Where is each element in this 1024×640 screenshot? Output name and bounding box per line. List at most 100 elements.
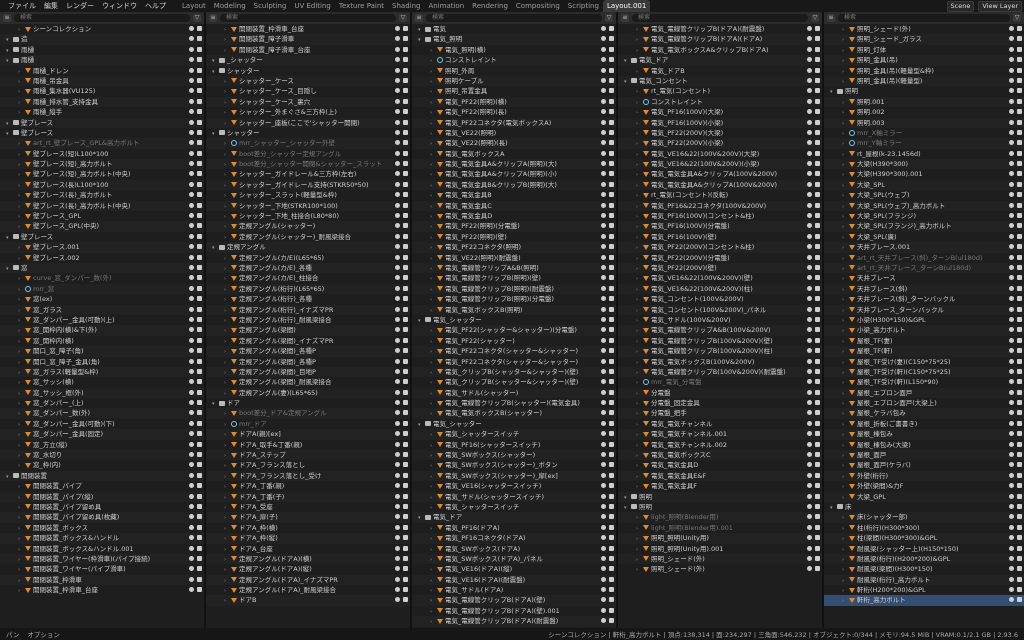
camera-icon[interactable] [403, 77, 408, 83]
camera-icon[interactable] [609, 431, 614, 437]
eye-icon[interactable] [395, 545, 400, 551]
expand-arrow-icon[interactable]: › [430, 286, 432, 293]
camera-icon[interactable] [403, 67, 408, 73]
camera-icon[interactable] [403, 129, 408, 135]
camera-icon[interactable] [403, 213, 408, 219]
outliner-item[interactable]: › 電気_サドル(100V&200V) [618, 315, 822, 325]
eye-icon[interactable] [189, 57, 194, 63]
camera-icon[interactable] [197, 441, 202, 447]
eye-icon[interactable] [807, 389, 812, 395]
camera-icon[interactable] [815, 545, 820, 551]
expand-arrow-icon[interactable]: › [224, 265, 226, 272]
outliner-item[interactable]: › rt_屋根(k-23.1456d) [824, 149, 1024, 159]
tab-shading[interactable]: Shading [392, 2, 421, 10]
outliner-item[interactable]: › 雨樋_集水器(VU125) [0, 86, 204, 96]
camera-icon[interactable] [403, 337, 408, 343]
eye-icon[interactable] [601, 46, 606, 52]
expand-arrow-icon[interactable]: › [224, 214, 226, 221]
eye-icon[interactable] [395, 88, 400, 94]
camera-icon[interactable] [403, 576, 408, 582]
eye-icon[interactable] [807, 306, 812, 312]
outliner-item[interactable]: › 電気_PF22(照明)(壁) [412, 232, 616, 242]
eye-icon[interactable] [395, 129, 400, 135]
camera-icon[interactable] [815, 129, 820, 135]
eye-icon[interactable] [1009, 88, 1014, 94]
camera-icon[interactable] [197, 296, 202, 302]
outliner-item[interactable]: › シャッター_座板(ここで'シャッター開閉) [206, 117, 410, 128]
expand-arrow-icon[interactable]: ▾ [624, 504, 627, 511]
eye-icon[interactable] [189, 379, 194, 385]
camera-icon[interactable] [815, 400, 820, 406]
outliner-item[interactable]: › 電気_SWボックス(シャッター)_ボタン [412, 460, 616, 470]
outliner-item[interactable]: › 電気_電線管クリップB(ドアA)(耐震盤) [618, 24, 822, 34]
camera-icon[interactable] [1017, 233, 1022, 239]
expand-arrow-icon[interactable]: › [18, 401, 20, 408]
expand-arrow-icon[interactable]: › [224, 255, 226, 262]
eye-icon[interactable] [395, 462, 400, 468]
camera-icon[interactable] [403, 244, 408, 250]
camera-icon[interactable] [815, 472, 820, 478]
outliner-item[interactable]: › 電気_SWボックス(シャッター)_扉[ex] [412, 470, 616, 482]
expand-arrow-icon[interactable]: › [636, 245, 638, 252]
camera-icon[interactable] [609, 472, 614, 478]
eye-icon[interactable] [601, 452, 606, 458]
camera-icon[interactable] [609, 566, 614, 572]
eye-icon[interactable] [807, 441, 812, 447]
eye-icon[interactable] [601, 389, 606, 395]
eye-icon[interactable] [395, 566, 400, 572]
camera-icon[interactable] [1017, 379, 1022, 385]
camera-icon[interactable] [815, 431, 820, 437]
eye-icon[interactable] [1009, 379, 1014, 385]
outliner-item[interactable]: › ドアA_ステップ [206, 450, 410, 461]
camera-icon[interactable] [815, 462, 820, 468]
expand-arrow-icon[interactable]: › [18, 577, 20, 584]
eye-icon[interactable] [807, 67, 812, 73]
outliner-item[interactable]: › 開閉装置_パイプ留め具 [0, 502, 204, 512]
outliner-item[interactable]: › 窓_ダンパー_(上) [0, 398, 204, 408]
camera-icon[interactable] [197, 57, 202, 63]
camera-icon[interactable] [609, 119, 614, 125]
camera-icon[interactable] [609, 150, 614, 156]
outliner-item[interactable]: › 定規アングル(梁間) [206, 325, 410, 336]
expand-arrow-icon[interactable]: › [430, 473, 432, 480]
outliner-item[interactable]: › 電気_電気チャンネル [618, 419, 822, 429]
eye-icon[interactable] [807, 327, 812, 333]
eye-icon[interactable] [807, 420, 812, 426]
camera-icon[interactable] [1017, 140, 1022, 146]
outliner-item[interactable]: › 照明_照明(Unity用).001 [618, 544, 822, 554]
eye-icon[interactable] [1009, 77, 1014, 83]
expand-arrow-icon[interactable]: › [18, 359, 20, 366]
outliner-item[interactable]: › curve_窓_ダンパー_数(外) [0, 273, 204, 283]
camera-icon[interactable] [609, 368, 614, 374]
outliner-item[interactable]: › 照明_灯体 [824, 45, 1024, 55]
outliner-item[interactable]: › 照明ケーブル [412, 75, 616, 87]
expand-arrow-icon[interactable]: › [842, 453, 844, 460]
camera-icon[interactable] [815, 171, 820, 177]
outliner-item[interactable]: › 電気_PF22コネクタ(電気ボックスA) [412, 117, 616, 128]
camera-icon[interactable] [403, 327, 408, 333]
eye-icon[interactable] [601, 296, 606, 302]
expand-arrow-icon[interactable]: › [224, 484, 226, 491]
eye-icon[interactable] [807, 140, 812, 146]
outliner-item[interactable]: › 電気_PF22(200V)(分電盤) [618, 253, 822, 263]
eye-icon[interactable] [807, 161, 812, 167]
outliner-item[interactable]: › 耐風梁(桁行)_高力ボルト [824, 574, 1024, 586]
outliner-item[interactable]: ▾ 定規アングル [206, 242, 410, 253]
camera-icon[interactable] [815, 161, 820, 167]
outliner-item[interactable]: › mrr_Y軸ミラー [824, 138, 1024, 149]
eye-icon[interactable] [395, 306, 400, 312]
outliner-item[interactable]: › 雨樋_ドレン [0, 66, 204, 76]
camera-icon[interactable] [609, 285, 614, 291]
eye-icon[interactable] [1009, 389, 1014, 395]
camera-icon[interactable] [609, 441, 614, 447]
outliner-item[interactable]: › 電気_PF22コネクタ(シャッター&シャッター) [412, 346, 616, 357]
camera-icon[interactable] [403, 597, 408, 603]
camera-icon[interactable] [1017, 275, 1022, 281]
outliner-item[interactable]: › 定規アングル(カ/E)_各種 [206, 262, 410, 274]
tab-layout[interactable]: Layout [182, 2, 206, 10]
expand-arrow-icon[interactable]: › [430, 172, 432, 179]
expand-arrow-icon[interactable]: › [842, 99, 844, 106]
eye-icon[interactable] [189, 316, 194, 322]
camera-icon[interactable] [403, 545, 408, 551]
outliner-item[interactable]: › 電気_PF22(200V)(小梁) [618, 138, 822, 149]
